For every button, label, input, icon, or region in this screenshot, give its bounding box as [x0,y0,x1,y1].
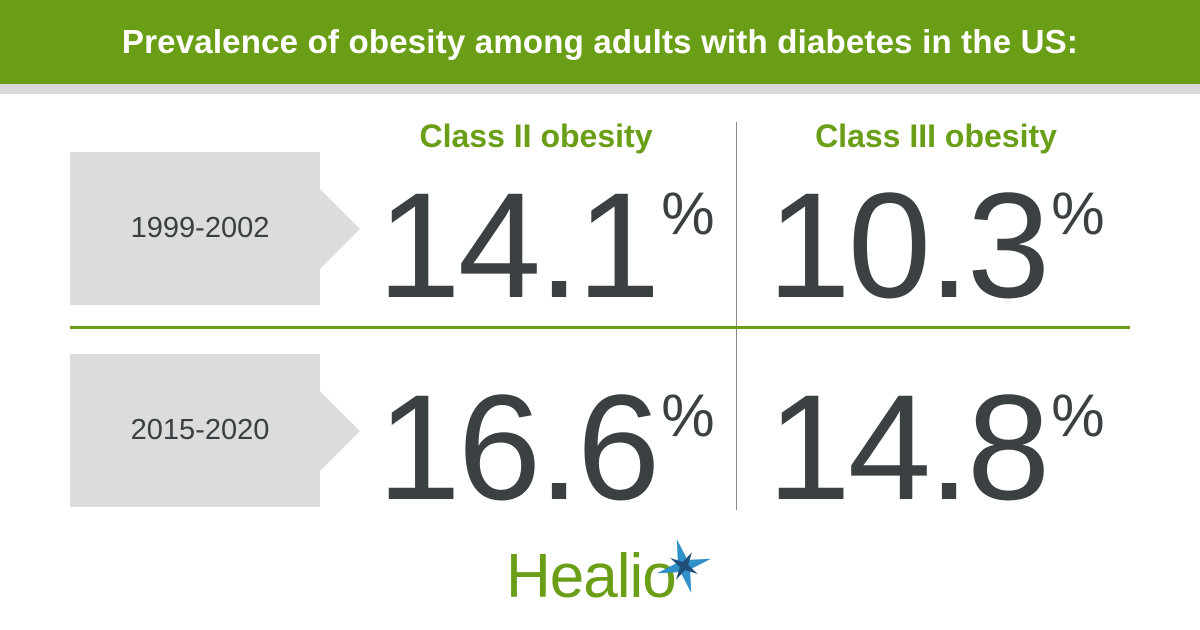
value-number: 14.1 [377,161,660,329]
vertical-divider [736,122,737,510]
value-cell-r1-c2: 10.3 % [746,170,1126,320]
value-number: 16.6 [377,363,660,531]
value-number: 14.8 [767,363,1050,531]
title-underline [0,84,1200,94]
row-label-period-1: 1999-2002 [70,152,360,305]
chart-title: Prevalence of obesity among adults with … [121,23,1079,60]
column-header-class-iii: Class III obesity [815,118,1057,154]
percent-sign: % [1051,382,1105,449]
value-cell-r2-c1: 16.6 % [356,372,736,522]
row-label-period-2: 2015-2020 [70,354,360,507]
title-bar: Prevalence of obesity among adults with … [0,0,1200,84]
period-label: 2015-2020 [130,414,270,446]
healio-logo: Healio [506,536,736,616]
star-compass-icon [656,538,712,594]
percent-sign: % [661,382,715,449]
horizontal-divider [70,326,1130,329]
period-label: 1999-2002 [130,212,270,244]
percent-sign: % [661,180,715,247]
percent-sign: % [1051,180,1105,247]
value-cell-r1-c1: 14.1 % [356,170,736,320]
value-number: 10.3 [767,161,1050,329]
brand-name: Healio [506,542,677,611]
value-cell-r2-c2: 14.8 % [746,372,1126,522]
column-header-class-ii: Class II obesity [419,118,653,154]
